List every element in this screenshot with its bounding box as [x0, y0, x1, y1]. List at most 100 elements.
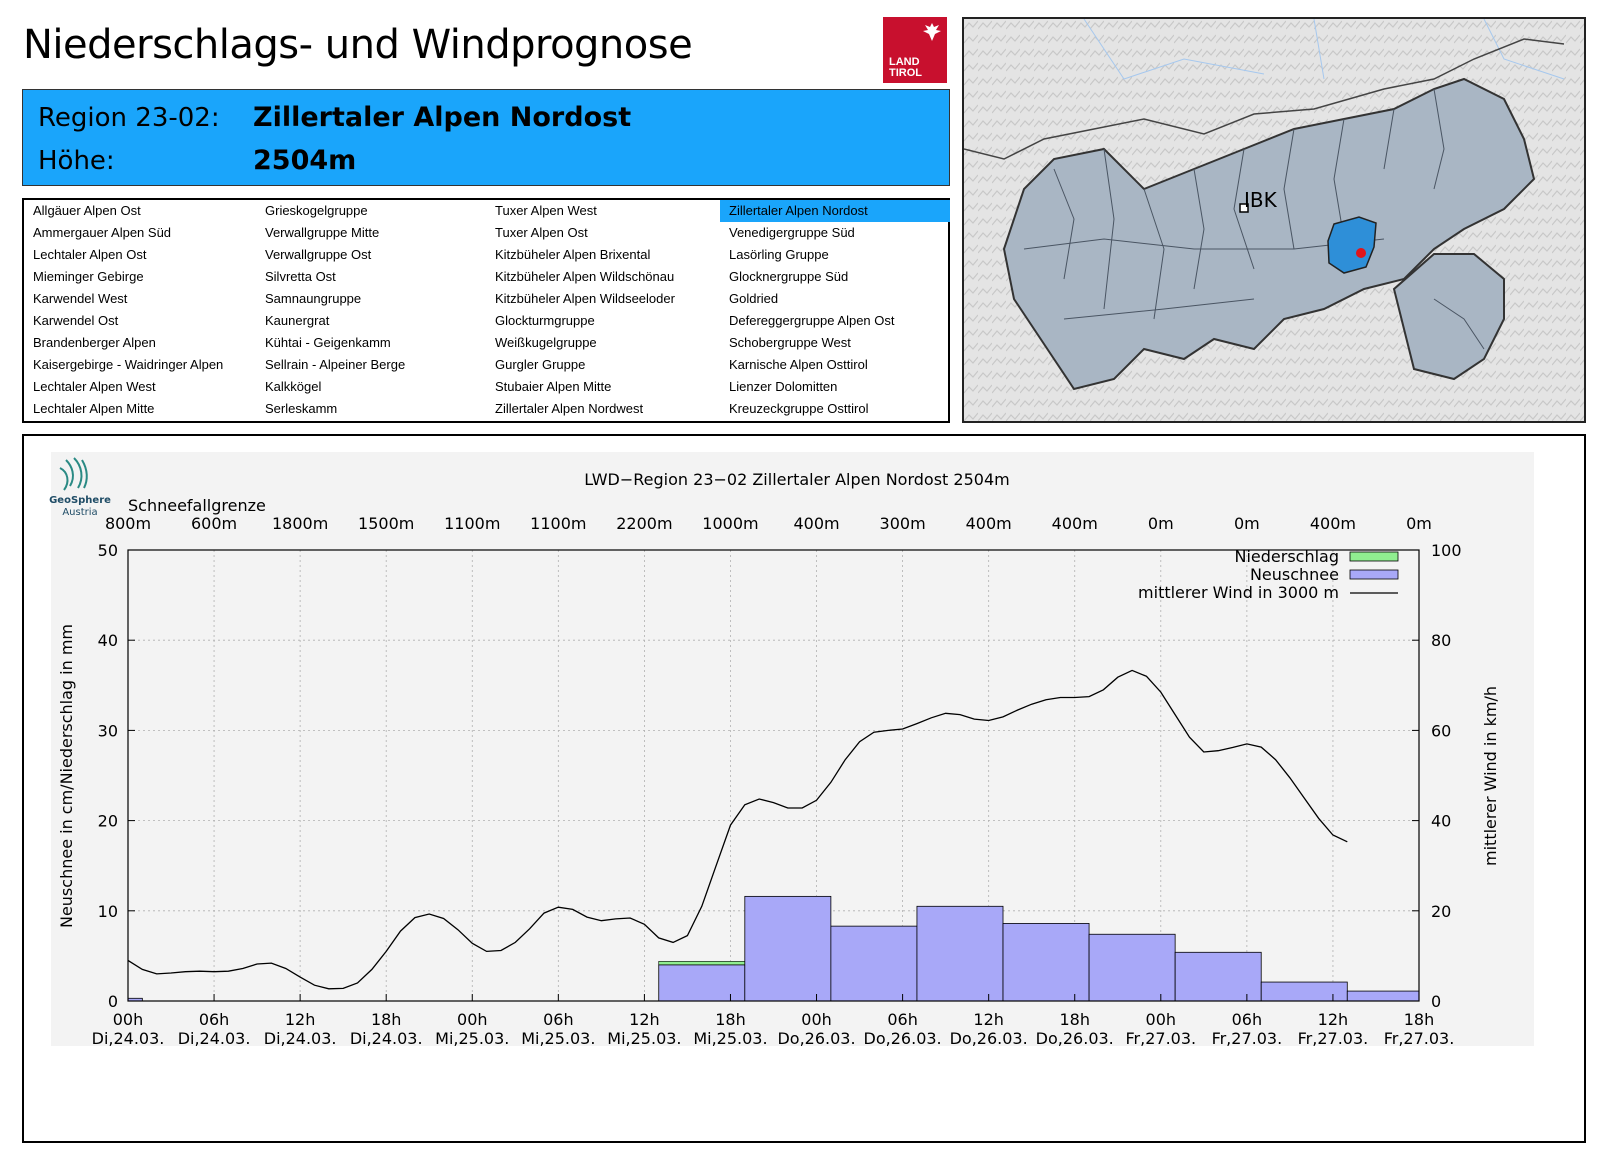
y2-tick-label: 100 [1431, 541, 1462, 560]
snow-bar [744, 895, 832, 1002]
region-list-item[interactable]: Silvretta Ost [265, 269, 336, 284]
legend-snow-swatch [1349, 569, 1399, 580]
bar-series [127, 895, 1420, 1002]
snowline-label: 1100m [444, 514, 500, 533]
region-list-item[interactable]: Lechtaler Alpen Mitte [33, 401, 155, 416]
region-list-item[interactable]: Allgäuer Alpen Ost [33, 203, 141, 218]
chart-frame: GeoSphere Austria LWD−Region 23−02 Zille… [22, 434, 1586, 1143]
region-list-item[interactable]: Lechtaler Alpen Ost [33, 247, 147, 262]
region-list-item[interactable]: Kühtai - Geigenkamm [265, 335, 391, 350]
region-list-item[interactable]: Glocknergruppe Süd [729, 269, 849, 284]
y-axis-label: Neuschnee in cm/Niederschlag in mm [57, 624, 76, 928]
geosphere-icon [59, 457, 88, 491]
region-list-item[interactable]: Verwallgruppe Mitte [265, 225, 380, 240]
y-tick-label: 40 [98, 631, 118, 650]
logo-line-2: TIROL [889, 67, 922, 79]
land-tirol-logo: LAND TIROL [883, 17, 947, 83]
region-list-item[interactable]: Schobergruppe West [729, 335, 851, 350]
region-list: Allgäuer Alpen Ost Ammergauer Alpen Süd Le… [22, 198, 950, 423]
region-list-column: Tuxer Alpen West Tuxer Alpen Ost Kitzbühel… [486, 200, 720, 420]
region-list-item[interactable]: Serleskamm [265, 401, 338, 416]
city-marker [1239, 203, 1249, 213]
region-list-item[interactable]: Zillertaler Alpen Nordost [720, 200, 950, 222]
region-list-item[interactable]: Karwendel West [33, 291, 128, 306]
snowline-label: 400m [966, 514, 1012, 533]
region-list-item[interactable]: Lasörling Gruppe [729, 247, 829, 262]
x-tick-time: 12h [285, 1010, 316, 1029]
y2-tick-label: 0 [1431, 992, 1441, 1011]
x-tick-date: Do,26.03. [1036, 1029, 1114, 1048]
x-tick-time: 06h [543, 1010, 574, 1029]
snowline-label: 1000m [702, 514, 758, 533]
region-list-item[interactable]: Defereggergruppe Alpen Ost [729, 313, 895, 328]
x-tick-time: 00h [801, 1010, 832, 1029]
region-list-item[interactable]: Grieskogelgruppe [265, 203, 368, 218]
snow-bar [916, 905, 1004, 1002]
x-tick-time: 00h [457, 1010, 488, 1029]
x-tick-date: Do,26.03. [950, 1029, 1028, 1048]
region-list-item[interactable]: Weißkugelgruppe [495, 335, 597, 350]
region-map[interactable]: IBK [962, 17, 1586, 423]
x-tick-time: 06h [1232, 1010, 1263, 1029]
region-list-item[interactable]: Gurgler Gruppe [495, 357, 586, 372]
region-list-item[interactable]: Samnaungruppe [265, 291, 362, 306]
snow-bar [1174, 951, 1262, 1002]
region-list-item[interactable]: Kitzbüheler Alpen Wildschönau [495, 269, 675, 284]
region-list-item[interactable]: Glockturmgruppe [495, 313, 595, 328]
region-list-item[interactable]: Ammergauer Alpen Süd [33, 225, 172, 240]
x-tick-time: 12h [629, 1010, 660, 1029]
x-tick-date: Fr,27.03. [1212, 1029, 1283, 1048]
region-list-item[interactable]: Lienzer Dolomitten [729, 379, 838, 394]
region-list-item[interactable]: Sellrain - Alpeiner Berge [265, 357, 406, 372]
legend-precip-label: Niederschlag [1234, 547, 1339, 566]
x-tick-date: Do,26.03. [864, 1029, 942, 1048]
height-label: Höhe: [38, 146, 115, 176]
x-tick-date: Do,26.03. [777, 1029, 855, 1048]
region-list-item[interactable]: Kalkkögel [265, 379, 322, 394]
snow-bar [1260, 981, 1348, 1002]
region-list-item[interactable]: Tuxer Alpen Ost [495, 225, 588, 240]
y-tick-label: 50 [98, 541, 118, 560]
region-list-item[interactable]: Kitzbüheler Alpen Wildseeloder [495, 291, 675, 306]
region-list-item[interactable]: Tuxer Alpen West [495, 203, 597, 218]
y-tick-label: 10 [98, 902, 118, 921]
region-list-item[interactable]: Brandenberger Alpen [33, 335, 156, 350]
region-list-item[interactable]: Stubaier Alpen Mitte [495, 379, 612, 394]
region-list-item[interactable]: Venedigergruppe Süd [729, 225, 855, 240]
region-list-item[interactable]: Mieminger Gebirge [33, 269, 144, 284]
x-tick-time: 18h [1059, 1010, 1090, 1029]
snowline-label: 2200m [616, 514, 672, 533]
legend-wind-label: mittlerer Wind in 3000 m [1138, 583, 1339, 602]
y2-tick-label: 80 [1431, 631, 1451, 650]
x-tick-time: 12h [973, 1010, 1004, 1029]
region-list-item[interactable]: Verwallgruppe Ost [265, 247, 372, 262]
y-tick-label: 20 [98, 812, 118, 831]
border-line [964, 38, 1565, 160]
region-list-item[interactable]: Kreuzeckgruppe Osttirol [729, 401, 869, 416]
region-list-column: Allgäuer Alpen Ost Ammergauer Alpen Süd Le… [24, 200, 256, 420]
height-value: 2504m [253, 145, 357, 176]
x-tick-date: Di,24.03. [92, 1029, 165, 1048]
tirol-map-svg[interactable]: IBK [964, 19, 1584, 421]
snow-bar [658, 964, 746, 1002]
snowline-label: 0m [1234, 514, 1260, 533]
x-tick-time: 00h [1146, 1010, 1177, 1029]
snowline-label: 400m [793, 514, 839, 533]
subregion-borders [1023, 88, 1485, 350]
region-list-item[interactable]: Karwendel Ost [33, 313, 119, 328]
region-list-item[interactable]: Lechtaler Alpen West [33, 379, 156, 394]
snowline-label: 1800m [272, 514, 328, 533]
x-tick-date: Mi,25.03. [607, 1029, 681, 1048]
snow-bar [1088, 933, 1176, 1002]
region-list-item[interactable]: Kaisergebirge - Waidringer Alpen [33, 357, 224, 372]
region-list-item[interactable]: Karnische Alpen Osttirol [729, 357, 868, 372]
x-tick-time: 00h [113, 1010, 144, 1029]
y2-axis-label: mittlerer Wind in km/h [1481, 686, 1500, 866]
region-list-item[interactable]: Kitzbüheler Alpen Brixental [495, 247, 651, 262]
region-list-item[interactable]: Kaunergrat [265, 313, 330, 328]
osttirol-outline[interactable] [1392, 253, 1505, 381]
selected-region-shape[interactable] [1327, 216, 1377, 274]
region-list-item[interactable]: Goldried [729, 291, 779, 306]
region-list-item[interactable]: Zillertaler Alpen Nordwest [495, 401, 644, 416]
snowline-label: 600m [191, 514, 237, 533]
